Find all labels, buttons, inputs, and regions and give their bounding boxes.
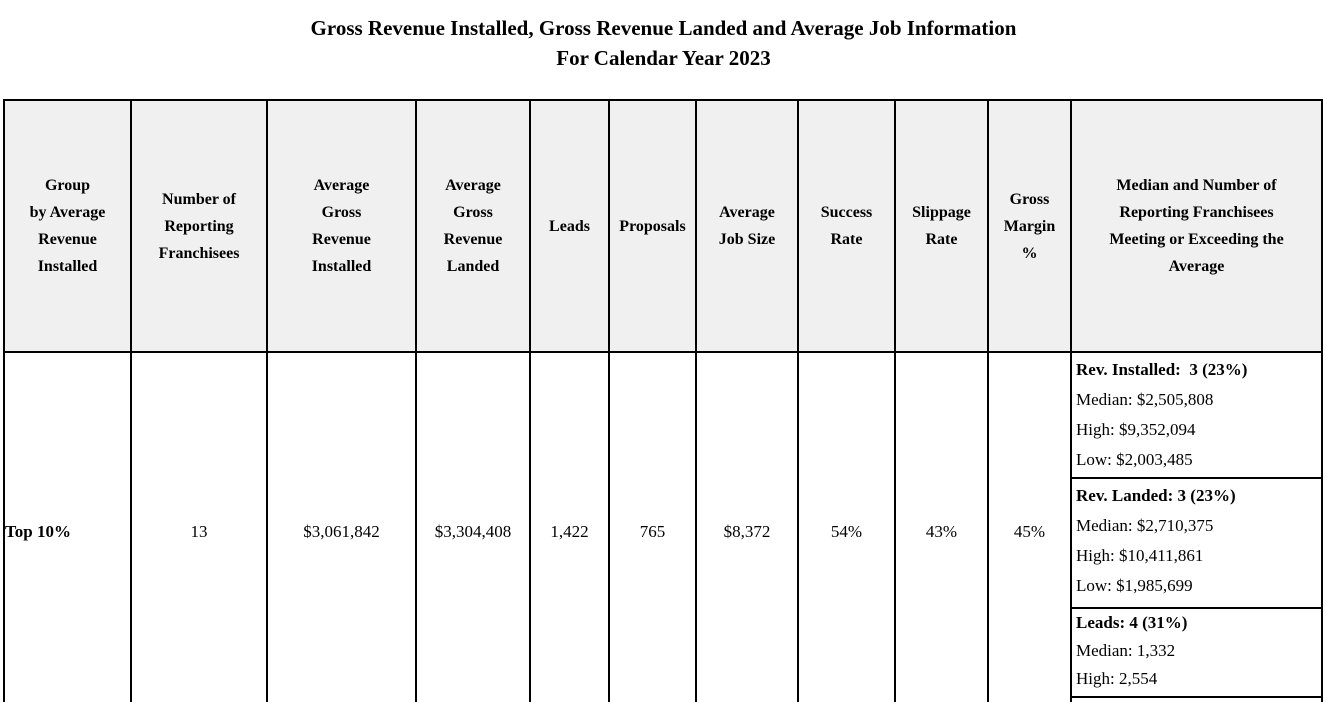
header-median-and-number-meeting-average: Median and Number of Reporting Franchise… (1070, 99, 1323, 353)
median-section-rev-landed-heading: Rev. Landed: 3 (23%) (1076, 486, 1236, 505)
table-row-top-10pct: Top 10% 13 $3,061,842 $3,304,408 1,422 7… (3, 351, 1323, 702)
median-section-leads: Leads: 4 (31%) Median: 1,332 High: 2,554 (1073, 609, 1320, 698)
avg-gross-revenue-installed-cell: $3,061,842 (266, 351, 417, 702)
median-section-rev-installed-body: Median: $2,505,808 High: $9,352,094 Low:… (1076, 390, 1214, 469)
median-section-clipped-next (1073, 698, 1320, 702)
header-avg-gross-revenue-installed: Average Gross Revenue Installed (266, 99, 417, 353)
slippage-rate-cell: 43% (894, 351, 989, 702)
header-row: Group by Average Revenue Installed Numbe… (3, 99, 1323, 353)
header-leads: Leads (529, 99, 610, 353)
leads-cell: 1,422 (529, 351, 610, 702)
avg-gross-revenue-landed-cell: $3,304,408 (415, 351, 531, 702)
success-rate-cell: 54% (797, 351, 896, 702)
revenue-table: Group by Average Revenue Installed Numbe… (3, 99, 1323, 702)
header-gross-margin-pct: Gross Margin % (987, 99, 1072, 353)
median-section-leads-body: Median: 1,332 High: 2,554 (1076, 641, 1176, 688)
median-section-rev-installed: Rev. Installed: 3 (23%) Median: $2,505,8… (1073, 354, 1320, 479)
median-section-leads-heading: Leads: 4 (31%) (1076, 613, 1188, 632)
document-title: Gross Revenue Installed, Gross Revenue L… (0, 13, 1327, 73)
header-slippage-rate: Slippage Rate (894, 99, 989, 353)
group-cell: Top 10% (3, 351, 132, 702)
average-job-size-cell: $8,372 (695, 351, 799, 702)
median-section-rev-installed-heading: Rev. Installed: 3 (23%) (1076, 360, 1248, 379)
header-average-job-size: Average Job Size (695, 99, 799, 353)
header-number-of-reporting-franchisees: Number of Reporting Franchisees (130, 99, 268, 353)
median-section-rev-landed: Rev. Landed: 3 (23%) Median: $2,710,375 … (1073, 479, 1320, 609)
header-proposals: Proposals (608, 99, 697, 353)
header-group-by-avg-revenue-installed: Group by Average Revenue Installed (3, 99, 132, 353)
median-section-rev-landed-body: Median: $2,710,375 High: $10,411,861 Low… (1076, 516, 1214, 595)
reporting-franchisees-cell: 13 (130, 351, 268, 702)
header-success-rate: Success Rate (797, 99, 896, 353)
title-line-2: For Calendar Year 2023 (556, 46, 771, 70)
median-stats-cell: Rev. Installed: 3 (23%) Median: $2,505,8… (1070, 351, 1323, 702)
proposals-cell: 765 (608, 351, 697, 702)
title-line-1: Gross Revenue Installed, Gross Revenue L… (310, 16, 1017, 40)
gross-margin-cell: 45% (987, 351, 1072, 702)
header-avg-gross-revenue-landed: Average Gross Revenue Landed (415, 99, 531, 353)
